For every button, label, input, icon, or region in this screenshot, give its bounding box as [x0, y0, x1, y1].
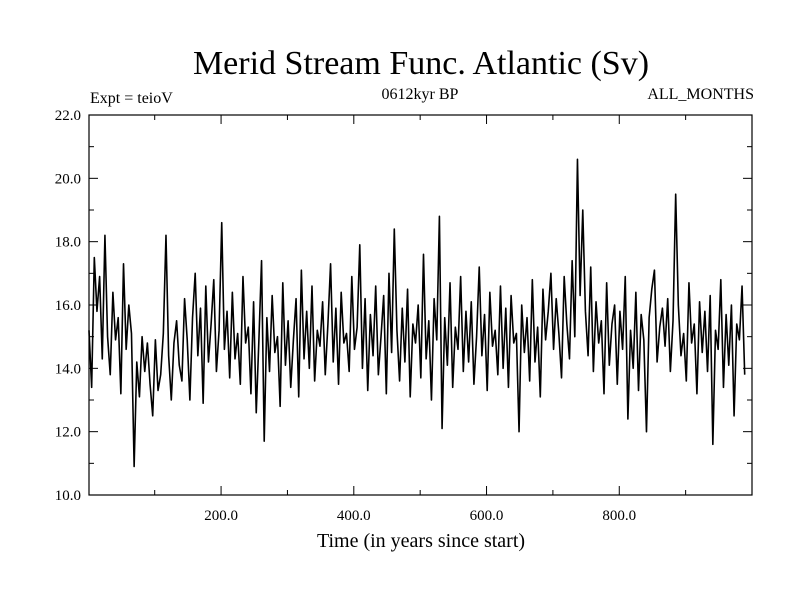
months-label: ALL_MONTHS	[647, 86, 754, 103]
experiment-label: Expt = teioV	[90, 90, 173, 107]
y-tick-label: 14.0	[55, 361, 81, 377]
series-line	[88, 158, 746, 468]
x-tick-label: 600.0	[470, 508, 504, 524]
y-tick-label: 10.0	[55, 488, 81, 504]
y-tick-label: 16.0	[55, 298, 81, 314]
axis-tick-labels: 10.0 12.0 14.0 16.0 18.0 20.0 22.0 200.0 400.0 60…	[55, 108, 636, 524]
x-tick-label: 200.0	[204, 508, 238, 524]
chart-title: Merid Stream Func. Atlantic (Sv)	[193, 45, 649, 82]
series-group	[88, 158, 746, 468]
period-label: 0612kyr BP	[382, 86, 459, 103]
y-tick-label: 20.0	[55, 171, 81, 187]
y-tick-label: 22.0	[55, 108, 81, 124]
x-tick-label: 800.0	[602, 508, 636, 524]
axis-ticks	[89, 114, 752, 496]
y-tick-label: 18.0	[55, 235, 81, 251]
plot-frame	[88, 114, 753, 496]
x-axis-label: Time (in years since start)	[317, 530, 525, 552]
y-tick-label: 12.0	[55, 425, 81, 441]
x-tick-label: 400.0	[337, 508, 371, 524]
